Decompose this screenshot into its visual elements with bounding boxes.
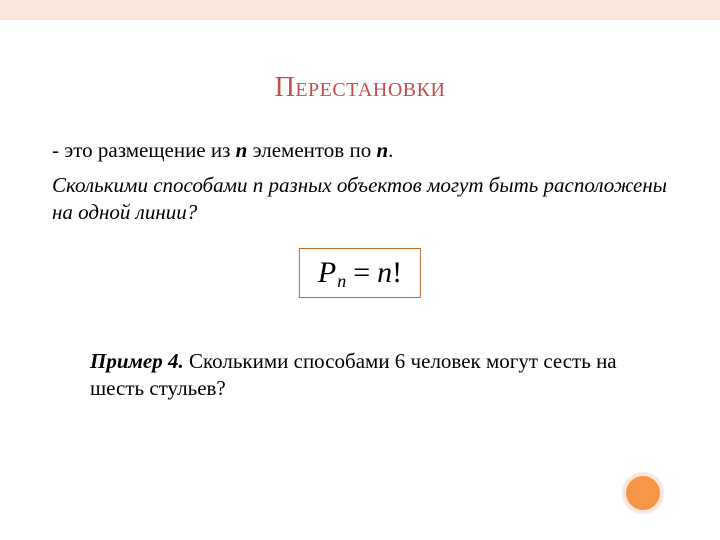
definition-var-n-2: n bbox=[376, 138, 388, 162]
top-border-strip bbox=[0, 0, 720, 20]
definition-mid: элементов по bbox=[247, 138, 376, 162]
slide-title: Перестановки bbox=[0, 72, 720, 104]
definition-end: . bbox=[388, 138, 393, 162]
formula-factorial: ! bbox=[392, 256, 402, 290]
example-label: Пример 4. bbox=[90, 349, 184, 373]
definition-var-n-1: n bbox=[236, 138, 248, 162]
formula-box: Pn=n! bbox=[299, 248, 421, 298]
question-text: Сколькими способами n разных объектов мо… bbox=[52, 172, 668, 227]
definition-prefix: - это размещение из bbox=[52, 138, 236, 162]
formula-n: n bbox=[377, 256, 392, 290]
decorative-circle bbox=[622, 472, 664, 514]
formula-p: P bbox=[318, 256, 336, 290]
definition-text: - это размещение из n элементов по n. bbox=[52, 138, 668, 163]
formula-subscript: n bbox=[337, 271, 346, 292]
formula-equals: = bbox=[353, 256, 370, 290]
example-text: Пример 4. Сколькими способами 6 человек … bbox=[90, 348, 630, 403]
